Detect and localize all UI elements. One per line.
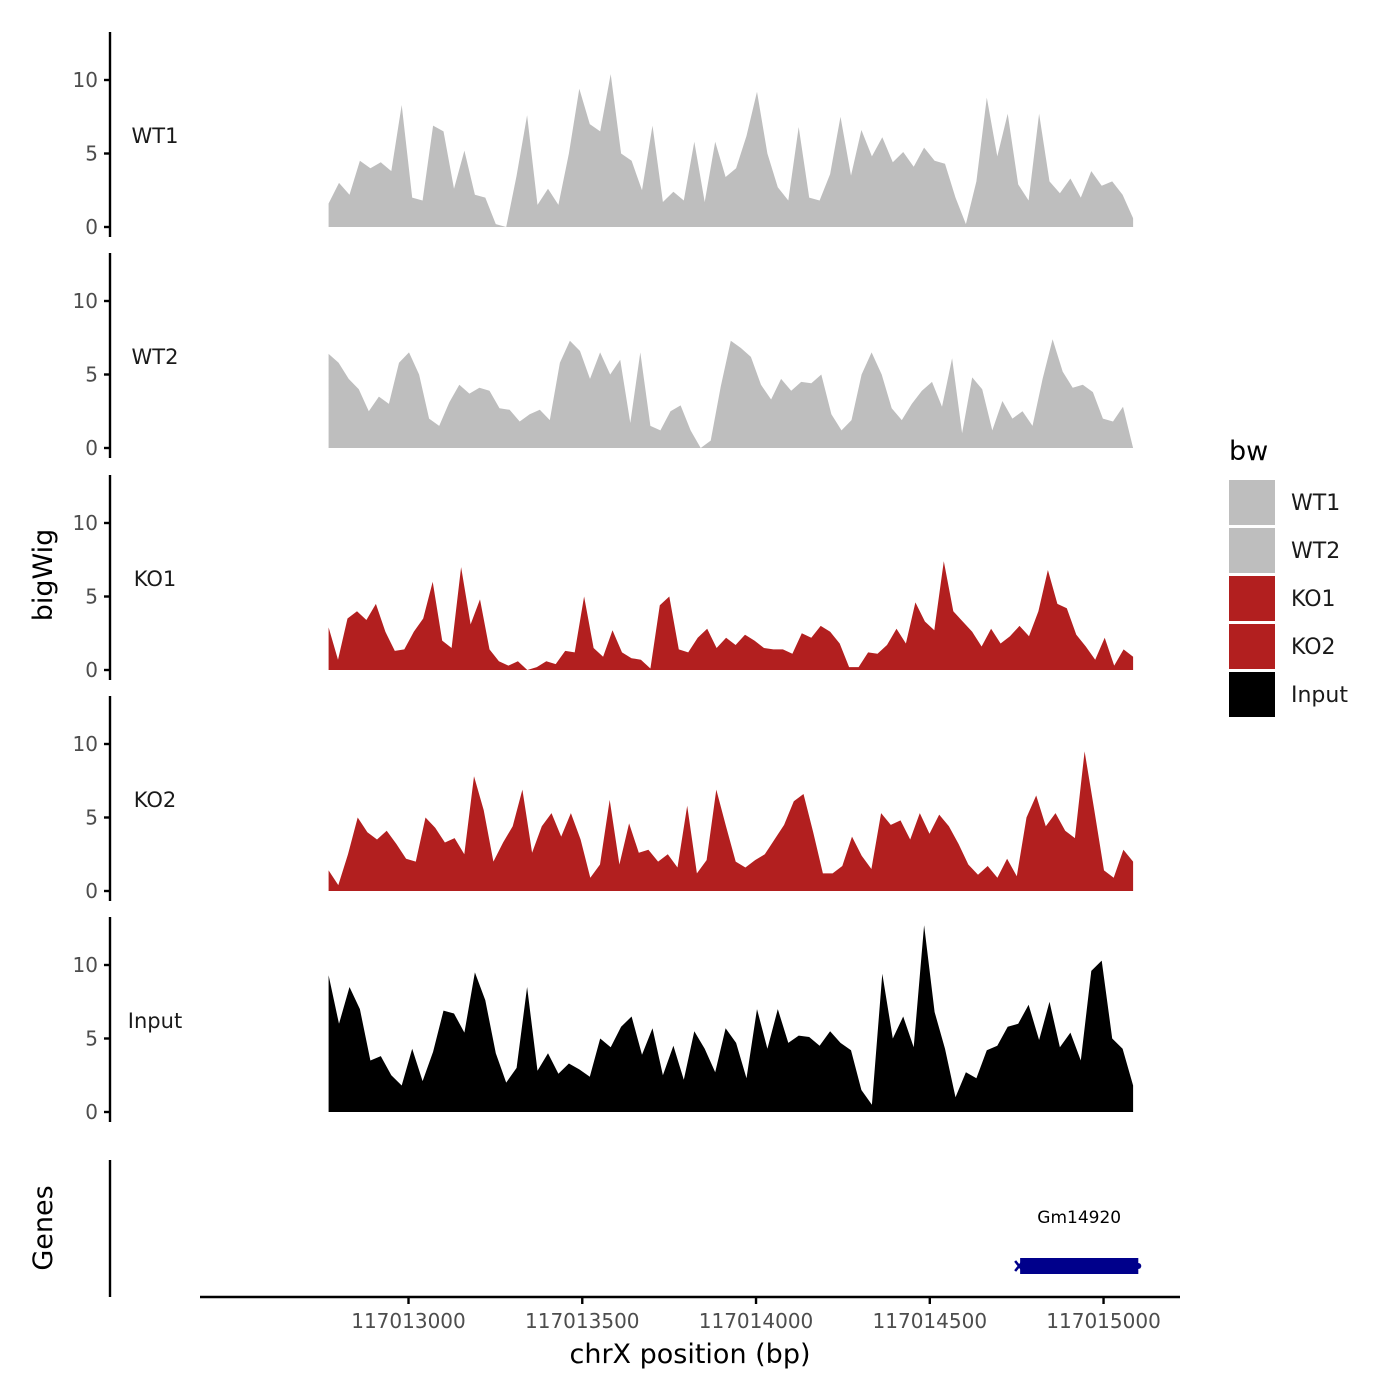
x-axis: 117013000 117013500 117014000 117014500 1170… bbox=[200, 1295, 1180, 1333]
legend-title: bw bbox=[1229, 436, 1268, 467]
y-tick-label: 0 bbox=[85, 879, 98, 903]
legend: bw WT1 WT2 KO1 KO2 Input bbox=[1229, 436, 1348, 717]
tracks-group: 0 5 10 WT1 0 5 10 WT2 0 5 10 KO1 0 5 10 KO2 0 5 10 Input bbox=[73, 32, 1134, 1124]
y-tick-label: 5 bbox=[85, 142, 98, 166]
track-input: 0 5 10 Input bbox=[73, 917, 1134, 1124]
area-ko2 bbox=[328, 751, 1134, 891]
y-tick-label: 10 bbox=[73, 511, 98, 535]
y-tick-label: 5 bbox=[85, 1027, 98, 1051]
x-tick-label: 117014500 bbox=[873, 1309, 988, 1333]
y-tick-label: 5 bbox=[85, 363, 98, 387]
track-label: KO2 bbox=[134, 788, 177, 812]
track-ko1: 0 5 10 KO1 bbox=[73, 475, 1134, 682]
y-tick-label: 0 bbox=[85, 215, 98, 239]
track-wt1: 0 5 10 WT1 bbox=[73, 32, 1134, 239]
track-label: KO1 bbox=[134, 567, 177, 591]
gene-end-marker bbox=[1135, 1263, 1142, 1269]
legend-label: WT1 bbox=[1291, 491, 1340, 516]
y-tick-label: 5 bbox=[85, 585, 98, 609]
genes-axis-title: Genes bbox=[28, 1185, 59, 1270]
legend-swatch bbox=[1229, 528, 1275, 573]
track-label: WT2 bbox=[132, 345, 179, 369]
gene-gm14920: Gm14920 bbox=[1014, 1208, 1142, 1274]
legend-label: Input bbox=[1291, 683, 1348, 708]
x-tick-label: 117014000 bbox=[699, 1309, 814, 1333]
legend-entry-ko2: KO2 bbox=[1229, 624, 1336, 669]
legend-swatch bbox=[1229, 624, 1275, 669]
y-axis-title: bigWig bbox=[28, 529, 59, 622]
y-tick-label: 0 bbox=[85, 658, 98, 682]
legend-swatch bbox=[1229, 576, 1275, 621]
area-wt1 bbox=[328, 74, 1134, 227]
x-tick-label: 117013500 bbox=[525, 1309, 640, 1333]
x-tick-label: 117013000 bbox=[351, 1309, 466, 1333]
track-wt2: 0 5 10 WT2 bbox=[73, 253, 1134, 460]
y-tick-label: 5 bbox=[85, 806, 98, 830]
gene-body bbox=[1020, 1258, 1139, 1274]
area-input bbox=[328, 925, 1134, 1112]
legend-entry-input: Input bbox=[1229, 672, 1348, 717]
x-tick-label: 117015000 bbox=[1046, 1309, 1161, 1333]
strand-arrow-icon bbox=[1014, 1260, 1025, 1272]
genes-panel: Gm14920 bbox=[108, 1160, 1142, 1297]
legend-label: KO1 bbox=[1291, 587, 1336, 612]
y-tick-label: 10 bbox=[73, 68, 98, 92]
legend-entry-wt2: WT2 bbox=[1229, 528, 1340, 573]
gene-label: Gm14920 bbox=[1037, 1208, 1121, 1228]
legend-swatch bbox=[1229, 672, 1275, 717]
y-tick-label: 0 bbox=[85, 436, 98, 460]
legend-label: WT2 bbox=[1291, 539, 1340, 564]
y-tick-label: 10 bbox=[73, 953, 98, 977]
y-tick-label: 10 bbox=[73, 289, 98, 313]
legend-swatch bbox=[1229, 480, 1275, 525]
x-axis-title: chrX position (bp) bbox=[569, 1339, 810, 1370]
y-tick-label: 0 bbox=[85, 1100, 98, 1124]
area-wt2 bbox=[328, 339, 1134, 448]
legend-label: KO2 bbox=[1291, 635, 1336, 660]
track-ko2: 0 5 10 KO2 bbox=[73, 696, 1134, 903]
track-label: WT1 bbox=[132, 124, 179, 148]
track-label: Input bbox=[128, 1009, 182, 1033]
area-ko1 bbox=[328, 561, 1134, 670]
y-tick-label: 10 bbox=[73, 732, 98, 756]
legend-entry-wt1: WT1 bbox=[1229, 480, 1340, 525]
legend-entry-ko1: KO1 bbox=[1229, 576, 1336, 621]
